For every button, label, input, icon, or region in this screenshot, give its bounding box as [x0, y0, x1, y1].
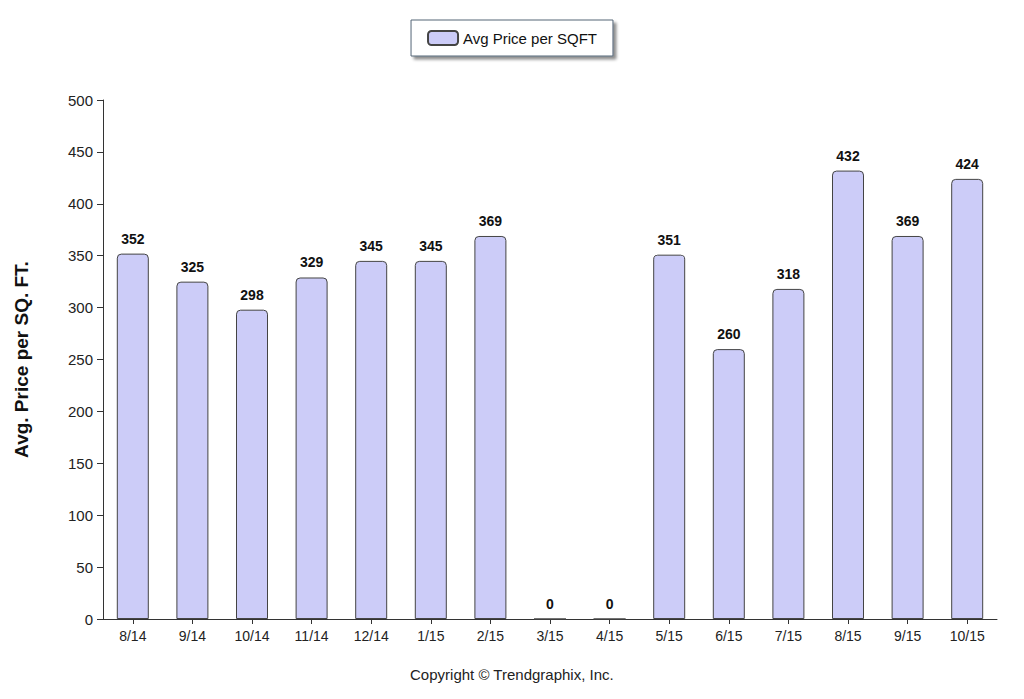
svg-text:Avg. Price per SQ. FT.: Avg. Price per SQ. FT.	[11, 261, 32, 458]
svg-text:0: 0	[606, 596, 614, 612]
svg-text:325: 325	[181, 259, 205, 275]
svg-text:11/14: 11/14	[295, 628, 329, 644]
svg-text:10/15: 10/15	[950, 628, 985, 644]
svg-text:7/15: 7/15	[775, 628, 802, 644]
svg-text:369: 369	[479, 213, 503, 229]
svg-text:298: 298	[240, 287, 264, 303]
svg-text:200: 200	[68, 403, 93, 420]
svg-text:Copyright © Trendgraphix, Inc.: Copyright © Trendgraphix, Inc.	[410, 666, 614, 683]
svg-text:4/15: 4/15	[596, 628, 623, 644]
svg-text:424: 424	[956, 156, 980, 172]
svg-text:352: 352	[121, 231, 145, 247]
svg-text:150: 150	[68, 455, 93, 472]
svg-text:260: 260	[717, 326, 741, 342]
svg-text:1/15: 1/15	[417, 628, 444, 644]
svg-text:318: 318	[777, 266, 801, 282]
svg-text:0: 0	[546, 596, 554, 612]
svg-text:350: 350	[68, 247, 93, 264]
svg-text:369: 369	[896, 213, 920, 229]
svg-text:3/15: 3/15	[536, 628, 563, 644]
svg-text:9/14: 9/14	[179, 628, 206, 644]
svg-text:300: 300	[68, 299, 93, 316]
svg-text:250: 250	[68, 351, 93, 368]
svg-text:8/14: 8/14	[119, 628, 146, 644]
svg-text:8/15: 8/15	[834, 628, 861, 644]
svg-text:50: 50	[76, 559, 93, 576]
svg-text:0: 0	[85, 611, 93, 628]
svg-text:6/15: 6/15	[715, 628, 742, 644]
svg-text:351: 351	[658, 232, 682, 248]
svg-text:500: 500	[68, 92, 93, 109]
svg-text:2/15: 2/15	[477, 628, 504, 644]
svg-text:450: 450	[68, 143, 93, 160]
svg-text:329: 329	[300, 254, 324, 270]
svg-text:Avg Price per SQFT: Avg Price per SQFT	[463, 30, 597, 47]
svg-text:400: 400	[68, 195, 93, 212]
svg-text:9/15: 9/15	[894, 628, 921, 644]
svg-text:345: 345	[419, 238, 443, 254]
svg-text:100: 100	[68, 507, 93, 524]
svg-text:10/14: 10/14	[234, 628, 269, 644]
svg-text:345: 345	[360, 238, 384, 254]
svg-text:12/14: 12/14	[354, 628, 389, 644]
svg-text:432: 432	[836, 148, 860, 164]
svg-text:5/15: 5/15	[656, 628, 683, 644]
